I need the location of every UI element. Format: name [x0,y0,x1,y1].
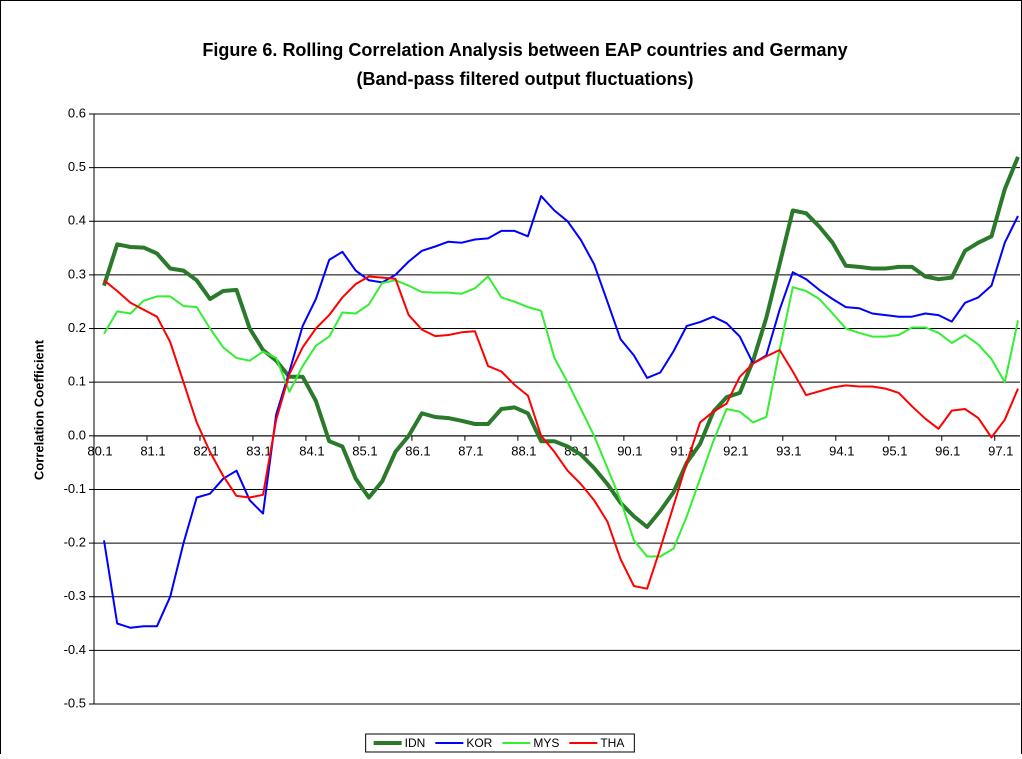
series-line [103,275,1019,558]
y-tick-label: 0.2 [68,320,86,335]
x-tick-label: 93.1 [776,443,801,458]
x-tick-label: 87.1 [458,443,483,458]
y-tick-label: -0.1 [64,481,86,496]
y-tick-label: 0.3 [68,266,86,281]
legend-label: KOR [466,736,492,750]
series-line [103,195,1019,629]
x-tick-label: 85.1 [352,443,377,458]
x-tick-label: 81.1 [140,443,165,458]
legend-label: IDN [405,736,426,750]
series-line [103,275,1019,590]
y-tick-label: 0.4 [68,213,86,228]
legend-label: THA [600,736,624,750]
y-tick-label: 0.1 [68,374,86,389]
y-tick-label: -0.3 [64,588,86,603]
x-tick-label: 83.1 [246,443,271,458]
chart-title: Figure 6. Rolling Correlation Analysis b… [202,40,847,60]
y-tick-label: 0.0 [68,427,86,442]
legend: IDN KOR MYS THA [365,733,635,753]
x-tick-label: 94.1 [829,443,854,458]
x-tick-label: 82.1 [193,443,218,458]
x-tick-label: 92.1 [723,443,748,458]
x-tick-label: 96.1 [935,443,960,458]
x-tick-label: 90.1 [617,443,642,458]
y-tick-label: -0.5 [64,695,86,710]
x-tick-label: 88.1 [511,443,536,458]
y-tick-label: 0.6 [68,105,86,120]
y-axis-label: Correlation Coefficient [31,339,46,480]
x-tick-label: 95.1 [882,443,907,458]
chart-subtitle: (Band-pass filtered output fluctuations) [357,69,694,89]
x-tick-label: 86.1 [405,443,430,458]
x-tick-label: 97.1 [988,443,1013,458]
y-tick-label: 0.5 [68,159,86,174]
y-tick-label: -0.2 [64,535,86,550]
x-tick-label: 84.1 [299,443,324,458]
legend-label: MYS [533,736,559,750]
x-tick-label: 80.1 [87,443,112,458]
y-tick-label: -0.4 [64,642,86,657]
legend-box [365,733,635,753]
series-line [102,156,1020,529]
